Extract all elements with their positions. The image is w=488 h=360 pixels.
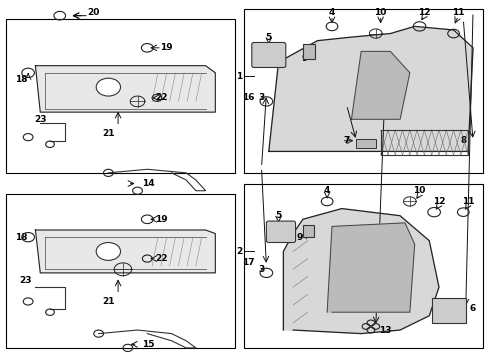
Text: 21: 21: [102, 297, 114, 306]
Polygon shape: [351, 51, 409, 119]
Text: 9: 9: [301, 54, 307, 63]
Text: 12: 12: [417, 8, 430, 17]
Text: 3: 3: [258, 93, 264, 102]
Text: 4: 4: [324, 186, 330, 195]
Text: 16: 16: [242, 93, 254, 102]
Text: 2: 2: [235, 247, 242, 256]
Bar: [302, 225, 313, 237]
Bar: [431, 298, 465, 323]
Text: 18: 18: [15, 233, 27, 242]
Text: 19: 19: [155, 215, 168, 224]
Text: 11: 11: [461, 197, 473, 206]
Text: 17: 17: [242, 258, 254, 267]
Text: 22: 22: [155, 254, 168, 263]
Text: 5: 5: [275, 211, 281, 220]
Text: 23: 23: [34, 115, 46, 124]
Text: 20: 20: [87, 8, 100, 17]
Text: 7: 7: [343, 136, 349, 145]
Text: 4: 4: [328, 8, 334, 17]
Bar: [244, 9, 482, 173]
Text: 5: 5: [265, 33, 271, 42]
Text: 12: 12: [432, 197, 445, 206]
Text: 18: 18: [15, 76, 27, 85]
Text: 10: 10: [374, 8, 386, 17]
Text: 21: 21: [102, 129, 114, 138]
Text: 8: 8: [459, 136, 466, 145]
Polygon shape: [283, 208, 438, 334]
Text: 11: 11: [451, 8, 464, 17]
FancyBboxPatch shape: [266, 221, 295, 243]
Circle shape: [96, 243, 120, 260]
Bar: [6, 194, 234, 348]
Text: 22: 22: [155, 93, 168, 102]
Bar: [6, 19, 234, 173]
Text: 10: 10: [412, 186, 425, 195]
Circle shape: [96, 78, 120, 96]
Text: 6: 6: [469, 304, 475, 313]
Text: 23: 23: [20, 275, 32, 284]
Bar: [302, 44, 314, 59]
Bar: [244, 184, 482, 348]
Text: 3: 3: [258, 265, 264, 274]
Text: 15: 15: [142, 340, 155, 349]
Polygon shape: [35, 66, 215, 112]
Polygon shape: [326, 223, 414, 312]
Polygon shape: [268, 26, 472, 152]
Polygon shape: [35, 230, 215, 273]
Text: 14: 14: [142, 179, 155, 188]
Text: 9: 9: [296, 233, 302, 242]
Text: 19: 19: [160, 43, 173, 52]
Text: 1: 1: [235, 72, 242, 81]
Bar: [356, 139, 375, 148]
FancyBboxPatch shape: [251, 42, 285, 67]
Text: 13: 13: [379, 325, 391, 334]
Bar: [380, 130, 467, 155]
